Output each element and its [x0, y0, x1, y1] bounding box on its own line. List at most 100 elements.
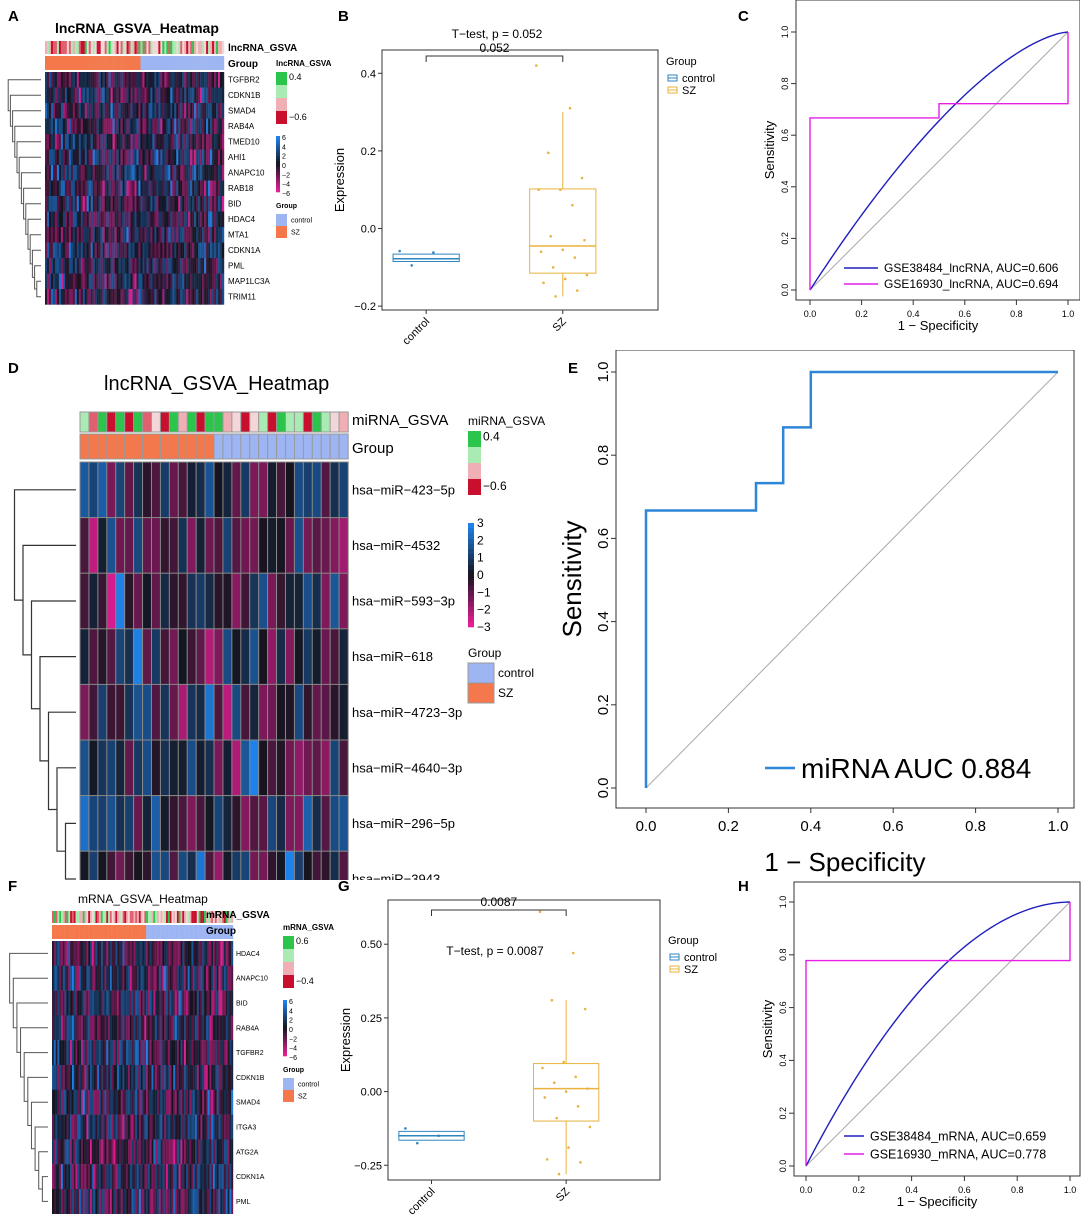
heatmap-cell	[206, 149, 209, 166]
heatmap-cell	[66, 273, 70, 290]
heatmap-cell	[210, 211, 213, 228]
heatmap-cell	[52, 258, 56, 274]
heatmap-cell	[54, 289, 58, 305]
heatmap-cell	[140, 1114, 143, 1140]
heatmap-cell	[186, 683, 197, 741]
group-cell	[172, 56, 175, 70]
heatmap-cell	[207, 965, 210, 991]
heatmap-cell	[108, 1164, 111, 1190]
heatmap-cell	[204, 1040, 207, 1066]
heatmap-cell	[150, 628, 162, 686]
legend-scale-band	[468, 543, 474, 550]
heatmap-cell	[115, 1065, 118, 1090]
heatmap-cell	[116, 165, 119, 181]
heatmap-cell	[120, 227, 123, 243]
heatmap-cell	[99, 1114, 102, 1140]
gsva-cell	[112, 41, 115, 54]
heatmap-cell	[293, 461, 305, 519]
heatmap-cell	[200, 87, 203, 104]
gsva-cell	[118, 911, 121, 923]
gsva-cell	[53, 911, 56, 923]
heatmap-cell	[106, 517, 117, 574]
data-point	[574, 1075, 577, 1079]
heatmap-cell	[166, 211, 169, 228]
panel-label-e: E	[568, 360, 579, 377]
heatmap-cell	[93, 1040, 96, 1066]
heatmap-cell	[73, 941, 76, 966]
gene-label: hsa−miR−296−5p	[352, 816, 455, 831]
heatmap-cell	[58, 273, 62, 290]
heatmap-cell	[138, 149, 141, 166]
heatmap-cell	[86, 1089, 89, 1115]
heatmap-cell	[110, 134, 113, 150]
heatmap-cell	[66, 1164, 69, 1190]
heatmap-cell	[218, 87, 221, 104]
group-cell	[72, 56, 76, 70]
heatmap-cell	[231, 1015, 234, 1041]
heatmap-cell	[50, 211, 54, 228]
heatmap-cell	[138, 289, 141, 305]
heatmap-cell	[64, 965, 67, 991]
legend-gsva-swatch	[276, 98, 287, 111]
heatmap-cell	[206, 134, 209, 150]
gene-label: BID	[236, 1000, 248, 1007]
track-label-gsva: miRNA_GSVA	[352, 412, 448, 429]
heatmap-cell	[148, 273, 151, 290]
heatmap-cell	[53, 990, 56, 1016]
heatmap-cell	[182, 134, 185, 150]
heatmap-cell	[192, 273, 195, 290]
heatmap-cell	[116, 72, 119, 88]
heatmap-cell	[231, 628, 242, 686]
heatmap-cell	[225, 1040, 228, 1066]
heatmap-cell	[184, 965, 187, 991]
heatmap-cell	[97, 628, 108, 686]
x-tick-label: SZ	[550, 315, 569, 334]
heatmap-cell	[70, 1040, 73, 1066]
heatmap-cell	[171, 1015, 174, 1041]
heatmap-cell	[198, 258, 201, 274]
heatmap-cell	[117, 1189, 120, 1214]
heatmap-cell	[194, 1164, 197, 1190]
heatmap-cell	[136, 118, 139, 135]
heatmap-cell	[156, 211, 159, 228]
heatmap-cell	[68, 990, 71, 1016]
panel-label-a: A	[8, 8, 19, 25]
heatmap-cell	[148, 242, 151, 259]
heatmap-cell	[45, 165, 48, 181]
heatmap-cell	[52, 72, 56, 88]
heatmap-cell	[320, 739, 331, 797]
heatmap-cell	[227, 990, 230, 1016]
heatmap-cell	[214, 103, 217, 119]
heatmap-cell	[178, 990, 181, 1016]
heatmap-cell	[55, 1164, 58, 1190]
heatmap-cell	[178, 72, 181, 88]
heatmap-cell	[210, 149, 213, 166]
heatmap-cell	[204, 258, 207, 274]
heatmap-cell	[132, 87, 135, 104]
gsva-cell	[115, 411, 126, 433]
heatmap-cell	[154, 149, 157, 166]
heatmap-cell	[302, 850, 313, 880]
heatmap-cell	[160, 1139, 163, 1165]
group-cell	[156, 925, 159, 939]
heatmap-cell	[57, 1089, 60, 1115]
legend-scale-band	[276, 161, 280, 165]
heatmap-cell	[166, 1089, 169, 1115]
group-cell	[46, 56, 50, 70]
gene-label: ANAPC10	[236, 976, 268, 983]
heatmap-cell	[162, 1015, 165, 1041]
legend-scale-band	[276, 147, 280, 151]
heatmap-cell	[208, 72, 211, 88]
heatmap-cell	[88, 211, 91, 228]
heatmap-cell	[53, 1114, 56, 1140]
heatmap-cell	[115, 850, 126, 880]
heatmap-cell	[86, 118, 89, 135]
heatmap-cell	[64, 180, 68, 197]
legend-scale-band	[283, 1014, 287, 1018]
heatmap-cell	[214, 87, 217, 104]
heatmap-cell	[57, 1189, 60, 1214]
heatmap-cell	[132, 103, 135, 119]
heatmap-cell	[102, 180, 105, 197]
heatmap-cell	[176, 196, 179, 212]
heatmap-cell	[82, 1089, 85, 1115]
